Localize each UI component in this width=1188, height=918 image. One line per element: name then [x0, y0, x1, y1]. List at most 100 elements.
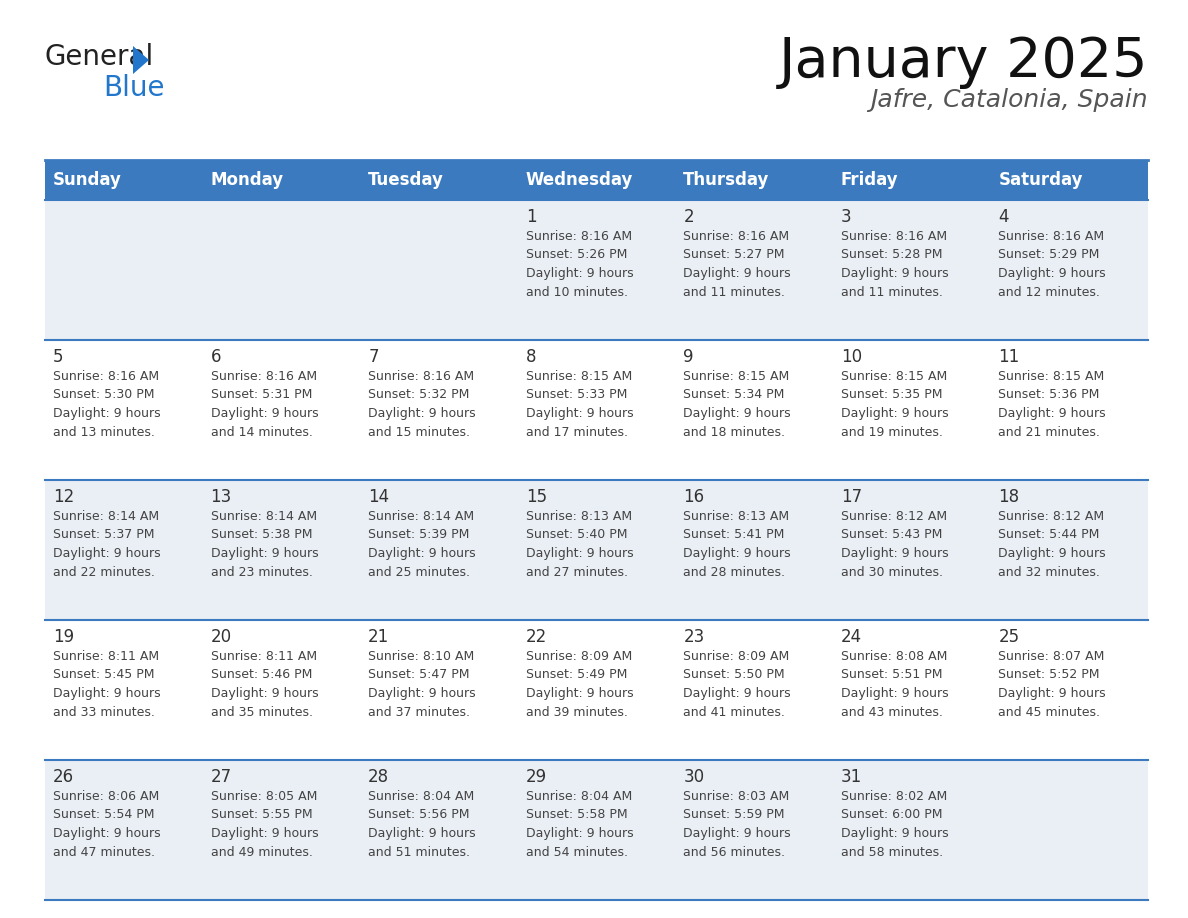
- Bar: [518, 200, 675, 340]
- Text: Sunrise: 8:16 AM
Sunset: 5:31 PM
Daylight: 9 hours
and 14 minutes.: Sunrise: 8:16 AM Sunset: 5:31 PM Dayligh…: [210, 370, 318, 439]
- Bar: [833, 760, 991, 900]
- Text: 17: 17: [841, 488, 862, 506]
- Bar: [45, 480, 203, 620]
- Text: 21: 21: [368, 628, 390, 646]
- Bar: [991, 480, 1148, 620]
- Bar: [203, 340, 360, 480]
- Text: Sunrise: 8:10 AM
Sunset: 5:47 PM
Daylight: 9 hours
and 37 minutes.: Sunrise: 8:10 AM Sunset: 5:47 PM Dayligh…: [368, 650, 475, 719]
- Text: Sunrise: 8:15 AM
Sunset: 5:34 PM
Daylight: 9 hours
and 18 minutes.: Sunrise: 8:15 AM Sunset: 5:34 PM Dayligh…: [683, 370, 791, 439]
- Text: 12: 12: [53, 488, 74, 506]
- Text: Sunrise: 8:06 AM
Sunset: 5:54 PM
Daylight: 9 hours
and 47 minutes.: Sunrise: 8:06 AM Sunset: 5:54 PM Dayligh…: [53, 790, 160, 858]
- Text: 13: 13: [210, 488, 232, 506]
- Bar: [360, 160, 518, 200]
- Text: 23: 23: [683, 628, 704, 646]
- Text: 19: 19: [53, 628, 74, 646]
- Text: Sunrise: 8:15 AM
Sunset: 5:33 PM
Daylight: 9 hours
and 17 minutes.: Sunrise: 8:15 AM Sunset: 5:33 PM Dayligh…: [526, 370, 633, 439]
- Text: 15: 15: [526, 488, 546, 506]
- Text: Sunrise: 8:05 AM
Sunset: 5:55 PM
Daylight: 9 hours
and 49 minutes.: Sunrise: 8:05 AM Sunset: 5:55 PM Dayligh…: [210, 790, 318, 858]
- Text: 1: 1: [526, 208, 536, 226]
- Bar: [360, 340, 518, 480]
- Text: Monday: Monday: [210, 171, 284, 189]
- Bar: [991, 160, 1148, 200]
- Text: Sunrise: 8:12 AM
Sunset: 5:44 PM
Daylight: 9 hours
and 32 minutes.: Sunrise: 8:12 AM Sunset: 5:44 PM Dayligh…: [998, 510, 1106, 578]
- Text: 29: 29: [526, 768, 546, 786]
- Bar: [833, 160, 991, 200]
- Bar: [360, 760, 518, 900]
- Bar: [833, 340, 991, 480]
- Text: 26: 26: [53, 768, 74, 786]
- Bar: [518, 760, 675, 900]
- Text: Sunrise: 8:08 AM
Sunset: 5:51 PM
Daylight: 9 hours
and 43 minutes.: Sunrise: 8:08 AM Sunset: 5:51 PM Dayligh…: [841, 650, 948, 719]
- Text: Sunrise: 8:14 AM
Sunset: 5:38 PM
Daylight: 9 hours
and 23 minutes.: Sunrise: 8:14 AM Sunset: 5:38 PM Dayligh…: [210, 510, 318, 578]
- Text: 20: 20: [210, 628, 232, 646]
- Text: Sunrise: 8:16 AM
Sunset: 5:29 PM
Daylight: 9 hours
and 12 minutes.: Sunrise: 8:16 AM Sunset: 5:29 PM Dayligh…: [998, 230, 1106, 298]
- Bar: [991, 340, 1148, 480]
- Bar: [833, 480, 991, 620]
- Bar: [360, 200, 518, 340]
- Text: 18: 18: [998, 488, 1019, 506]
- Text: 27: 27: [210, 768, 232, 786]
- Text: Sunrise: 8:16 AM
Sunset: 5:27 PM
Daylight: 9 hours
and 11 minutes.: Sunrise: 8:16 AM Sunset: 5:27 PM Dayligh…: [683, 230, 791, 298]
- Text: 22: 22: [526, 628, 546, 646]
- Text: Sunrise: 8:04 AM
Sunset: 5:58 PM
Daylight: 9 hours
and 54 minutes.: Sunrise: 8:04 AM Sunset: 5:58 PM Dayligh…: [526, 790, 633, 858]
- Text: Saturday: Saturday: [998, 171, 1083, 189]
- Text: Sunrise: 8:07 AM
Sunset: 5:52 PM
Daylight: 9 hours
and 45 minutes.: Sunrise: 8:07 AM Sunset: 5:52 PM Dayligh…: [998, 650, 1106, 719]
- Bar: [360, 480, 518, 620]
- Bar: [675, 340, 833, 480]
- Text: Jafre, Catalonia, Spain: Jafre, Catalonia, Spain: [871, 88, 1148, 112]
- Bar: [203, 480, 360, 620]
- Text: Sunrise: 8:14 AM
Sunset: 5:39 PM
Daylight: 9 hours
and 25 minutes.: Sunrise: 8:14 AM Sunset: 5:39 PM Dayligh…: [368, 510, 475, 578]
- Text: 14: 14: [368, 488, 390, 506]
- Text: 8: 8: [526, 348, 536, 366]
- Bar: [675, 620, 833, 760]
- Text: Sunrise: 8:09 AM
Sunset: 5:49 PM
Daylight: 9 hours
and 39 minutes.: Sunrise: 8:09 AM Sunset: 5:49 PM Dayligh…: [526, 650, 633, 719]
- Text: Tuesday: Tuesday: [368, 171, 444, 189]
- Bar: [45, 200, 203, 340]
- Bar: [203, 620, 360, 760]
- Text: 28: 28: [368, 768, 390, 786]
- Text: 31: 31: [841, 768, 862, 786]
- Polygon shape: [133, 46, 148, 74]
- Bar: [518, 480, 675, 620]
- Text: Sunrise: 8:03 AM
Sunset: 5:59 PM
Daylight: 9 hours
and 56 minutes.: Sunrise: 8:03 AM Sunset: 5:59 PM Dayligh…: [683, 790, 791, 858]
- Bar: [833, 620, 991, 760]
- Bar: [675, 760, 833, 900]
- Text: Sunrise: 8:14 AM
Sunset: 5:37 PM
Daylight: 9 hours
and 22 minutes.: Sunrise: 8:14 AM Sunset: 5:37 PM Dayligh…: [53, 510, 160, 578]
- Text: Wednesday: Wednesday: [526, 171, 633, 189]
- Text: 24: 24: [841, 628, 862, 646]
- Text: Thursday: Thursday: [683, 171, 770, 189]
- Bar: [833, 200, 991, 340]
- Text: Blue: Blue: [103, 74, 164, 102]
- Text: Sunrise: 8:15 AM
Sunset: 5:36 PM
Daylight: 9 hours
and 21 minutes.: Sunrise: 8:15 AM Sunset: 5:36 PM Dayligh…: [998, 370, 1106, 439]
- Text: Sunrise: 8:16 AM
Sunset: 5:30 PM
Daylight: 9 hours
and 13 minutes.: Sunrise: 8:16 AM Sunset: 5:30 PM Dayligh…: [53, 370, 160, 439]
- Bar: [45, 620, 203, 760]
- Bar: [45, 340, 203, 480]
- Bar: [675, 480, 833, 620]
- Bar: [203, 160, 360, 200]
- Text: 3: 3: [841, 208, 852, 226]
- Text: 7: 7: [368, 348, 379, 366]
- Bar: [991, 200, 1148, 340]
- Bar: [45, 160, 203, 200]
- Text: Sunday: Sunday: [53, 171, 122, 189]
- Text: 6: 6: [210, 348, 221, 366]
- Bar: [991, 760, 1148, 900]
- Text: 5: 5: [53, 348, 63, 366]
- Bar: [45, 760, 203, 900]
- Bar: [203, 760, 360, 900]
- Text: Sunrise: 8:09 AM
Sunset: 5:50 PM
Daylight: 9 hours
and 41 minutes.: Sunrise: 8:09 AM Sunset: 5:50 PM Dayligh…: [683, 650, 791, 719]
- Bar: [518, 620, 675, 760]
- Text: 30: 30: [683, 768, 704, 786]
- Text: Sunrise: 8:13 AM
Sunset: 5:41 PM
Daylight: 9 hours
and 28 minutes.: Sunrise: 8:13 AM Sunset: 5:41 PM Dayligh…: [683, 510, 791, 578]
- Text: Friday: Friday: [841, 171, 898, 189]
- Bar: [360, 620, 518, 760]
- Text: 4: 4: [998, 208, 1009, 226]
- Text: 9: 9: [683, 348, 694, 366]
- Text: Sunrise: 8:11 AM
Sunset: 5:46 PM
Daylight: 9 hours
and 35 minutes.: Sunrise: 8:11 AM Sunset: 5:46 PM Dayligh…: [210, 650, 318, 719]
- Text: Sunrise: 8:16 AM
Sunset: 5:26 PM
Daylight: 9 hours
and 10 minutes.: Sunrise: 8:16 AM Sunset: 5:26 PM Dayligh…: [526, 230, 633, 298]
- Text: Sunrise: 8:12 AM
Sunset: 5:43 PM
Daylight: 9 hours
and 30 minutes.: Sunrise: 8:12 AM Sunset: 5:43 PM Dayligh…: [841, 510, 948, 578]
- Bar: [991, 620, 1148, 760]
- Text: January 2025: January 2025: [778, 35, 1148, 89]
- Bar: [675, 200, 833, 340]
- Bar: [675, 160, 833, 200]
